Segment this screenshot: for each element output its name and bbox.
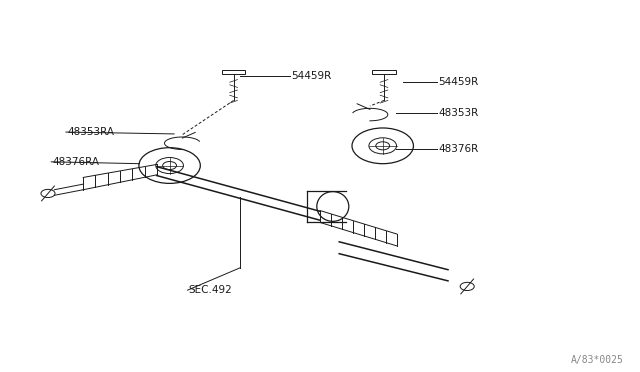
Text: 48376R: 48376R — [438, 144, 479, 154]
Text: 54459R: 54459R — [291, 71, 332, 81]
Text: 54459R: 54459R — [438, 77, 479, 87]
Text: 48353RA: 48353RA — [67, 127, 114, 137]
Text: A/83*0025: A/83*0025 — [571, 355, 624, 365]
Text: 48353R: 48353R — [438, 109, 479, 118]
Text: 48376RA: 48376RA — [52, 157, 99, 167]
Text: SEC.492: SEC.492 — [189, 285, 232, 295]
